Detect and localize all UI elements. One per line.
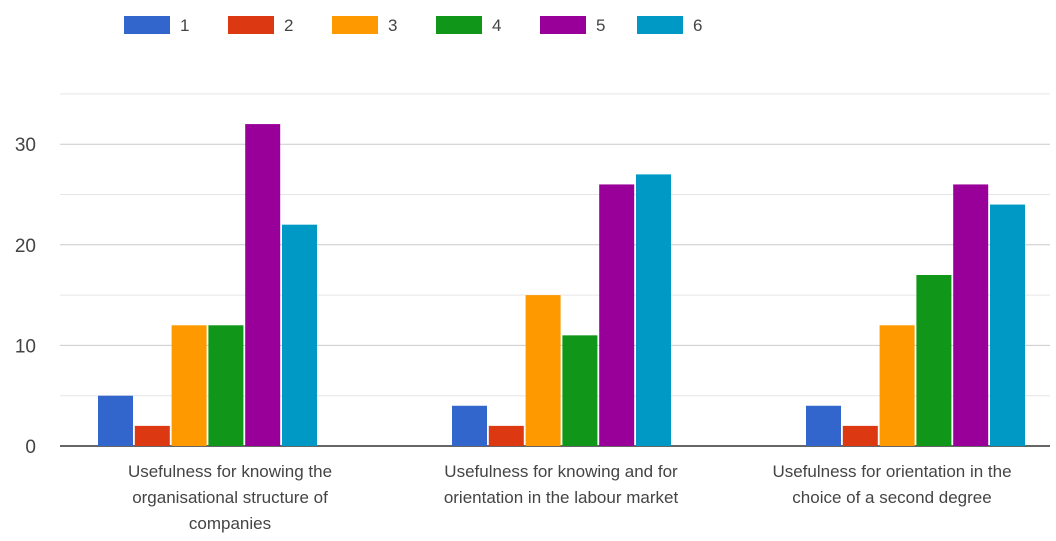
legend-item-1: 1	[124, 16, 189, 35]
x-axis-labels: Usefulness for knowing the organisational…	[128, 462, 1012, 533]
bar-series-5-group-1	[245, 124, 281, 446]
legend-label: 2	[284, 16, 293, 35]
bar-series-6-group-2	[636, 174, 671, 446]
bar-series-2-group-3	[842, 425, 878, 446]
legend-label: 1	[180, 16, 189, 35]
legend-label: 6	[693, 16, 702, 35]
legend-swatch	[637, 16, 683, 34]
bar-series-4-group-1	[208, 325, 244, 446]
y-axis-ticks: 0 10 20 30	[15, 135, 36, 458]
x-category-label: organisational structure of	[132, 488, 328, 507]
x-category-label: Usefulness for knowing the	[128, 462, 332, 481]
bars	[98, 124, 1025, 446]
bar-series-2-group-2	[488, 425, 524, 446]
bar-series-6-group-3	[990, 204, 1025, 446]
legend-swatch	[124, 16, 170, 34]
legend-swatch	[332, 16, 378, 34]
bar-series-1-group-3	[806, 405, 841, 446]
bar-series-5-group-2	[599, 184, 635, 446]
legend-swatch	[228, 16, 274, 34]
legend-swatch	[436, 16, 482, 34]
y-tick-label: 30	[15, 135, 36, 156]
legend-label: 3	[388, 16, 397, 35]
legend: 1 2 3 4 5 6	[124, 16, 702, 35]
legend-item-5: 5	[540, 16, 605, 35]
bar-series-2-group-1	[134, 425, 170, 446]
legend-item-2: 2	[228, 16, 293, 35]
legend-item-6: 6	[637, 16, 702, 35]
bar-series-3-group-3	[879, 325, 915, 446]
bar-series-1-group-1	[98, 395, 133, 446]
x-category-label: Usefulness for orientation in the	[772, 462, 1011, 481]
x-category-label: Usefulness for knowing and for	[444, 462, 678, 481]
legend-item-4: 4	[436, 16, 501, 35]
bar-series-3-group-1	[171, 325, 207, 446]
legend-swatch	[540, 16, 586, 34]
legend-label: 5	[596, 16, 605, 35]
x-category-label: companies	[189, 514, 271, 533]
y-tick-label: 0	[25, 437, 36, 458]
y-tick-label: 10	[15, 336, 36, 357]
bar-series-6-group-1	[282, 224, 317, 446]
bar-series-1-group-2	[452, 405, 487, 446]
x-category-label: orientation in the labour market	[444, 488, 679, 507]
bar-series-4-group-2	[562, 335, 598, 446]
y-tick-label: 20	[15, 236, 36, 257]
x-category-label: choice of a second degree	[792, 488, 991, 507]
legend-item-3: 3	[332, 16, 397, 35]
bar-series-3-group-2	[525, 295, 561, 446]
legend-label: 4	[492, 16, 501, 35]
bar-series-5-group-3	[953, 184, 989, 446]
bar-series-4-group-3	[916, 274, 952, 446]
